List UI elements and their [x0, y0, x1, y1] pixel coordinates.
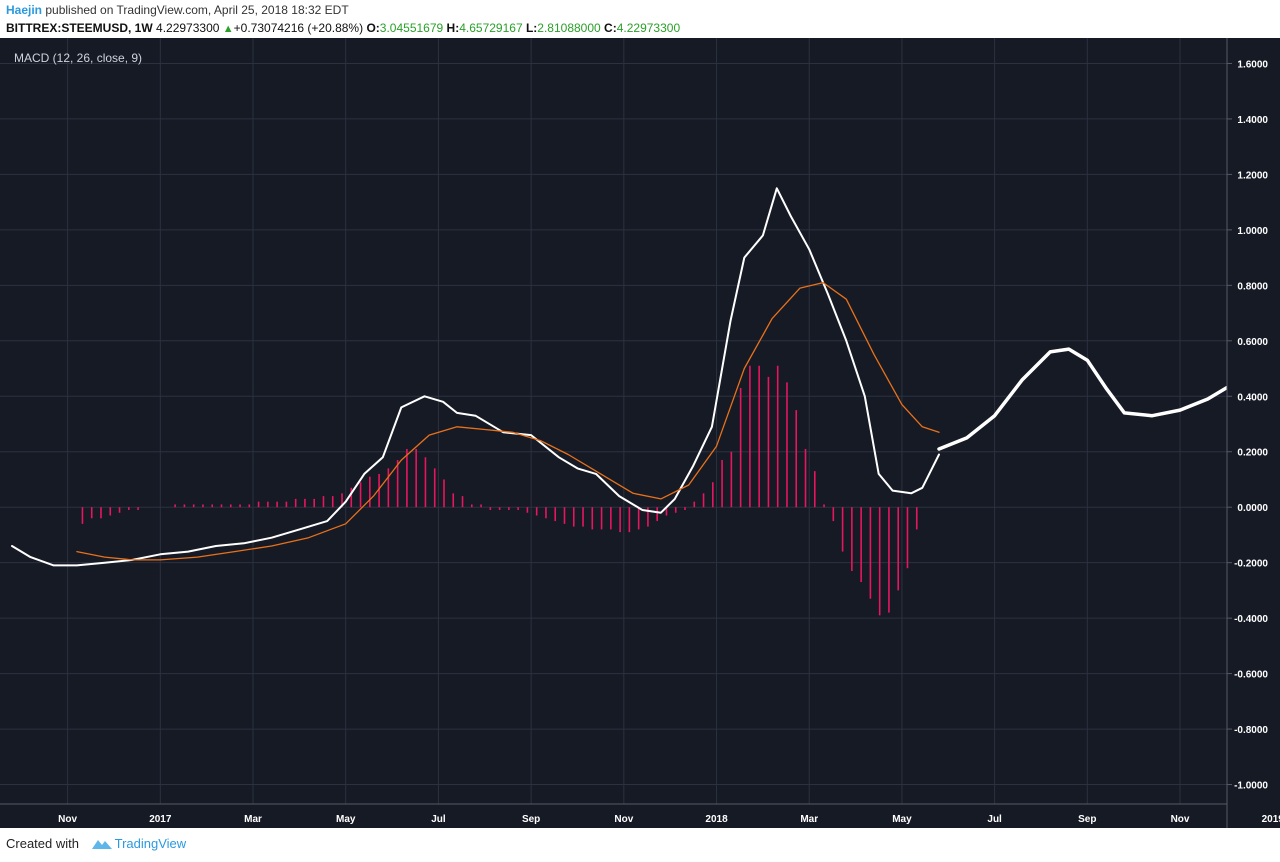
y-tick-label: 0.4000	[1237, 392, 1268, 403]
y-tick-label: -0.8000	[1234, 725, 1268, 736]
y-tick-label: 1.2000	[1237, 170, 1268, 181]
y-tick-label: -0.4000	[1234, 614, 1268, 625]
x-tick-label: Sep	[522, 814, 540, 825]
high-value: 4.65729167	[459, 21, 523, 35]
low-label: L:	[525, 21, 538, 35]
line-series	[11, 187, 1280, 567]
x-tick-label: Mar	[244, 814, 262, 825]
grid	[0, 38, 1274, 804]
x-tick-label: Mar	[800, 814, 818, 825]
time-axis[interactable]: Nov 2017 Mar May Jul Sep Nov 2018 Mar May Jul Sep No…	[58, 814, 1280, 825]
symbol-info: BITTREX:STEEMUSD, 1W 4.22973300 ▲+0.7307…	[6, 21, 680, 35]
x-tick-label: Jul	[431, 814, 446, 825]
x-tick-label: Nov	[614, 814, 633, 825]
series-macd	[11, 187, 940, 567]
author-name[interactable]: Haejin	[6, 3, 43, 17]
chart-background	[0, 38, 1280, 828]
low-value: 2.81088000	[537, 21, 601, 35]
series-forecast	[937, 345, 1280, 451]
x-tick-label: Nov	[58, 814, 77, 825]
close-value: 4.22973300	[616, 21, 681, 35]
publish-text: published on TradingView.com, April 25, …	[42, 3, 349, 17]
x-tick-label: 2018	[705, 814, 728, 825]
x-tick-label: May	[336, 814, 356, 825]
price-axis-background[interactable]	[1227, 38, 1280, 828]
open-value: 3.04551679	[379, 21, 444, 35]
y-tick-label: 0.8000	[1237, 281, 1268, 292]
series-signal	[76, 281, 940, 561]
y-tick-label: 0.0000	[1237, 503, 1268, 514]
y-tick-label: 0.6000	[1237, 337, 1268, 348]
change-value: +0.73074216 (+20.88%)	[233, 21, 364, 35]
y-tick-label: -0.6000	[1234, 670, 1268, 681]
tradingview-logo-icon[interactable]	[91, 837, 113, 851]
x-tick-label: Sep	[1078, 814, 1096, 825]
y-tick-label: -0.2000	[1234, 559, 1268, 570]
x-tick-label: May	[892, 814, 912, 825]
indicator-label: MACD (12, 26, close, 9)	[14, 51, 142, 65]
up-arrow-icon: ▲	[222, 23, 234, 35]
open-label: O:	[366, 21, 380, 35]
histogram-series	[81, 365, 918, 616]
publish-info: Haejin published on TradingView.com, Apr…	[6, 3, 349, 17]
symbol-label: BITTREX:STEEMUSD, 1W	[6, 21, 153, 35]
x-tick-label: 2017	[149, 814, 172, 825]
y-tick-label: 1.6000	[1237, 59, 1268, 70]
y-tick-label: -1.0000	[1234, 781, 1268, 792]
high-label: H:	[446, 21, 460, 35]
x-tick-label: Jul	[987, 814, 1002, 825]
created-with-text: Created with	[6, 836, 79, 851]
x-tick-label: Nov	[1171, 814, 1190, 825]
tradingview-link[interactable]: TradingView	[114, 836, 187, 851]
price-value: 4.22973300	[156, 21, 220, 35]
price-axis: 1.80001.60001.40001.20001.00000.80000.60…	[1227, 59, 1268, 792]
y-tick-label: 1.0000	[1237, 226, 1268, 237]
footer: Created with TradingView	[6, 836, 186, 851]
x-tick-label: 2019	[1262, 814, 1280, 825]
y-tick-label: 0.2000	[1237, 448, 1268, 459]
y-tick-label: 1.4000	[1237, 115, 1268, 126]
macd-chart[interactable]: 1.80001.60001.40001.20001.00000.80000.60…	[0, 38, 1280, 828]
close-label: C:	[604, 21, 617, 35]
